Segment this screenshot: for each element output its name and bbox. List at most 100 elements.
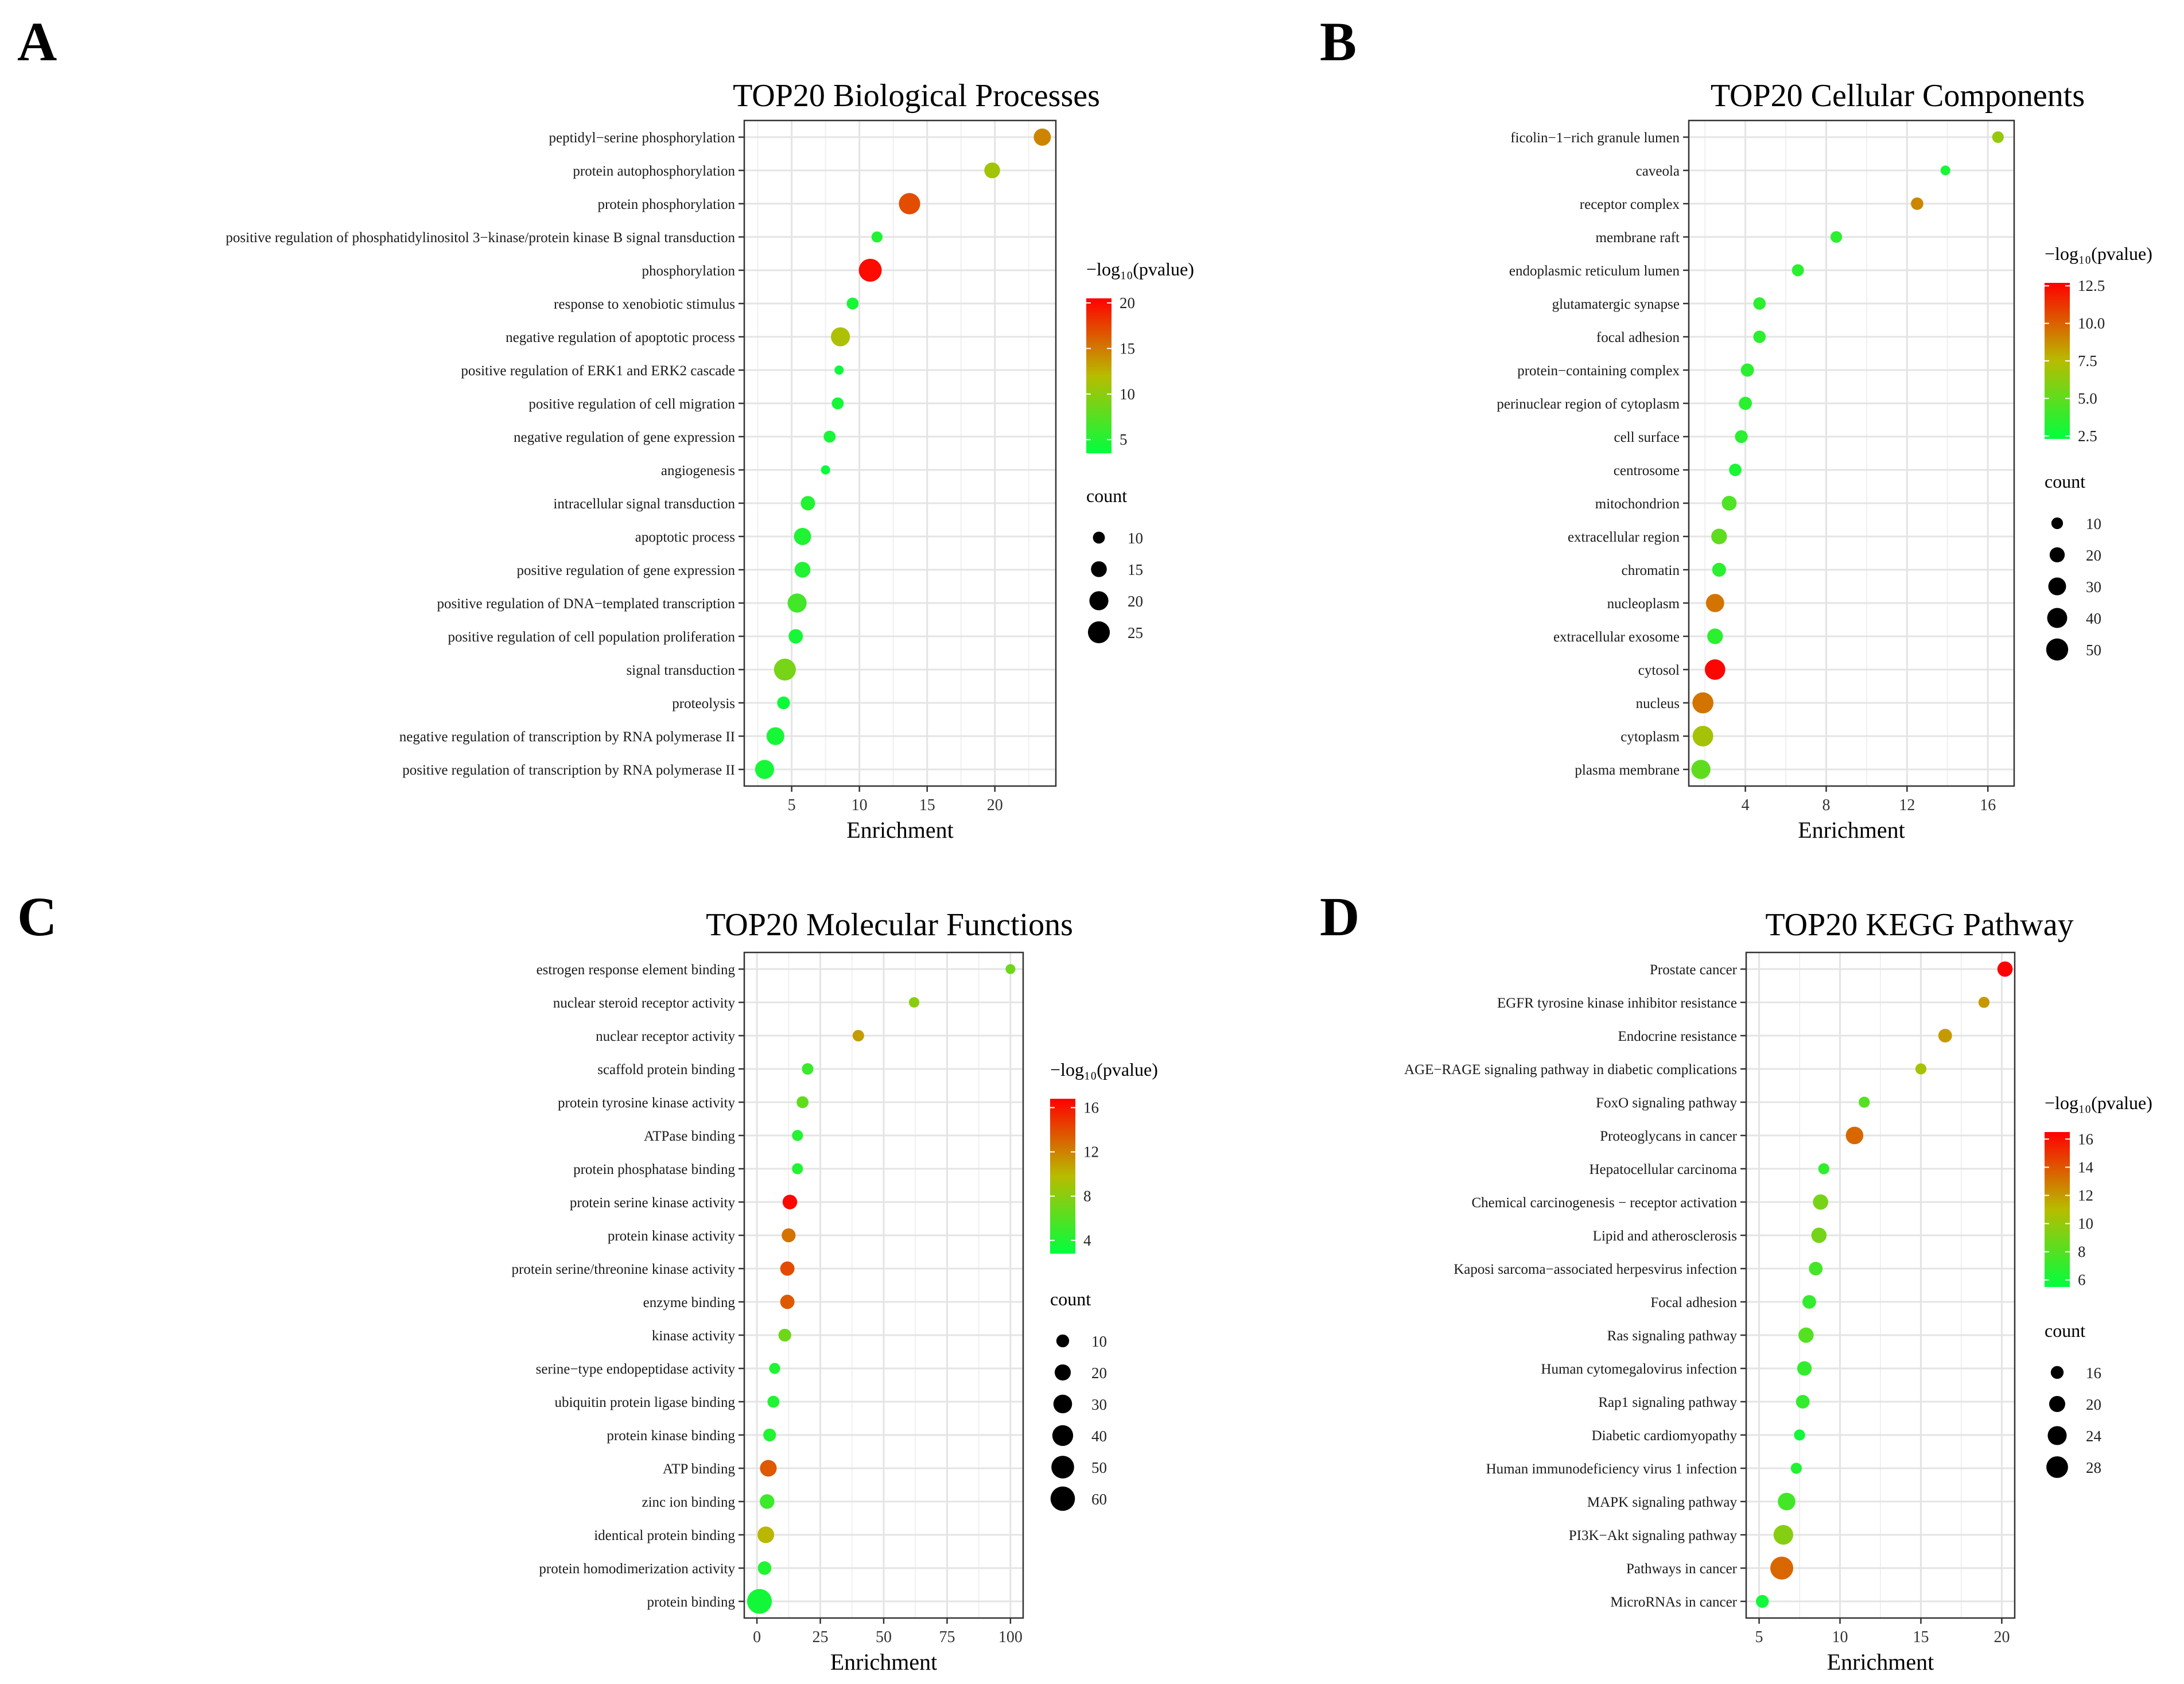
color-legend-title: −log₁₀(pvalue) — [1086, 259, 1194, 279]
data-point — [1997, 961, 2013, 977]
data-point — [1753, 330, 1766, 343]
data-point — [846, 297, 859, 310]
y-category-label: protein autophosphorylation — [573, 164, 735, 179]
y-category-label: phosphorylation — [642, 263, 736, 279]
y-category-label: centrosome — [1614, 463, 1680, 479]
x-tick-label: 50 — [876, 1628, 892, 1646]
y-category-label: enzyme binding — [643, 1295, 736, 1310]
data-point — [899, 193, 920, 215]
color-legend-title: −log₁₀(pvalue) — [1050, 1059, 1158, 1080]
data-point — [1692, 725, 1713, 747]
data-point — [792, 1130, 803, 1141]
color-legend-label: 4 — [1083, 1232, 1091, 1249]
y-category-label: ATP binding — [663, 1461, 736, 1477]
data-point — [1813, 1194, 1829, 1210]
x-tick-label: 5 — [788, 796, 796, 814]
color-legend-label: 6 — [2078, 1271, 2086, 1289]
panel-letter: D — [1320, 886, 1359, 947]
color-legend-title: −log₁₀(pvalue) — [2045, 243, 2152, 264]
color-legend-bar — [1050, 1099, 1075, 1254]
data-point — [1811, 1227, 1827, 1243]
data-point — [800, 496, 815, 511]
data-point — [1938, 1029, 1952, 1043]
x-tick-label: 20 — [987, 796, 1003, 814]
data-point — [1739, 396, 1752, 410]
data-point — [1691, 760, 1711, 779]
data-point — [1005, 964, 1016, 974]
size-legend-dot — [2047, 1426, 2067, 1445]
color-legend-label: 10.0 — [2078, 315, 2105, 332]
data-point — [1770, 1557, 1794, 1580]
x-axis-label: Enrichment — [846, 817, 954, 843]
panel-d: D TOP20 KEGG Pathway 5 10 15 20 Enrichment Pros… — [1320, 886, 2152, 1675]
y-category-label: nucleoplasm — [1607, 596, 1680, 612]
x-axis-label: Enrichment — [1827, 1649, 1934, 1675]
data-point — [780, 1261, 795, 1276]
y-category-label: angiogenesis — [661, 463, 735, 479]
data-point — [766, 727, 784, 745]
y-category-label: positive regulation of cell population p… — [448, 629, 735, 645]
data-point — [1773, 1524, 1793, 1545]
data-point — [1797, 1361, 1812, 1376]
data-point — [1755, 1594, 1769, 1608]
data-point — [1735, 430, 1748, 444]
data-point — [1796, 1395, 1810, 1409]
data-point — [1692, 692, 1714, 714]
size-legend-label: 10 — [1128, 530, 1143, 547]
data-point — [1809, 1262, 1823, 1275]
plot-title: TOP20 KEGG Pathway — [1765, 907, 2073, 943]
y-category-label: protein phosphatase binding — [573, 1162, 735, 1177]
y-category-label: endoplasmic reticulum lumen — [1509, 263, 1680, 279]
color-legend-label: 10 — [2078, 1215, 2093, 1232]
panel-c: C TOP20 Molecular Functions 0 25 50 75 100 Enri… — [17, 886, 1158, 1675]
data-point — [782, 1228, 796, 1243]
size-legend-label: 30 — [2086, 578, 2101, 596]
data-point — [834, 365, 844, 375]
panel-letter: B — [1320, 11, 1357, 72]
size-legend-label: 10 — [2086, 515, 2101, 532]
x-tick-label: 15 — [919, 796, 935, 814]
y-category-label: positive regulation of phosphatidylinosi… — [226, 230, 735, 246]
y-category-label: ATPase binding — [644, 1129, 736, 1144]
y-category-label: glutamatergic synapse — [1552, 297, 1680, 312]
size-legend-dot — [2049, 1395, 2066, 1413]
data-point — [757, 1526, 775, 1543]
x-tick-label: 12 — [1899, 796, 1915, 814]
data-point — [1911, 197, 1923, 210]
size-legend-dot — [1051, 1456, 1074, 1479]
y-category-label: Pathways in cancer — [1626, 1561, 1738, 1577]
x-tick-label: 5 — [1755, 1628, 1763, 1646]
data-point — [788, 629, 803, 644]
size-legend-dot — [1093, 531, 1105, 544]
size-legend-label: 28 — [2086, 1459, 2101, 1476]
y-category-label: EGFR tyrosine kinase inhibitor resistanc… — [1497, 995, 1737, 1011]
size-legend-dot — [1091, 561, 1107, 577]
size-legend-dot — [2049, 547, 2065, 563]
y-category-label: intracellular signal transduction — [553, 496, 735, 512]
data-point — [1753, 297, 1766, 310]
data-point — [1740, 363, 1754, 377]
x-tick-label: 15 — [1913, 1628, 1929, 1646]
data-point — [1992, 131, 2004, 143]
data-point — [1859, 1096, 1870, 1108]
color-legend-label: 15 — [1120, 340, 1135, 357]
data-point — [1721, 496, 1737, 511]
size-legend-dot — [1087, 621, 1110, 644]
plot-title: TOP20 Cellular Components — [1711, 78, 2085, 114]
y-category-label: protein phosphorylation — [597, 197, 735, 212]
panel-a: A TOP20 Biological Processes 5 10 15 20 Enrich… — [17, 11, 1194, 843]
y-category-label: positive regulation of ERK1 and ERK2 cas… — [461, 363, 735, 379]
y-category-label: apoptotic process — [635, 530, 735, 545]
y-category-label: nuclear steroid receptor activity — [553, 995, 736, 1011]
y-category-label: caveola — [1636, 164, 1680, 179]
data-point — [794, 528, 811, 545]
color-legend-label: 8 — [1083, 1188, 1091, 1205]
data-point — [821, 465, 830, 475]
data-point — [1791, 264, 1804, 277]
plot-area — [1689, 120, 2014, 786]
size-legend-dot — [1053, 1394, 1072, 1414]
size-legend-label: 16 — [2086, 1364, 2101, 1382]
y-category-label: Endocrine resistance — [1618, 1029, 1737, 1044]
size-legend-label: 40 — [1091, 1428, 1107, 1445]
y-category-label: protein binding — [647, 1594, 736, 1610]
